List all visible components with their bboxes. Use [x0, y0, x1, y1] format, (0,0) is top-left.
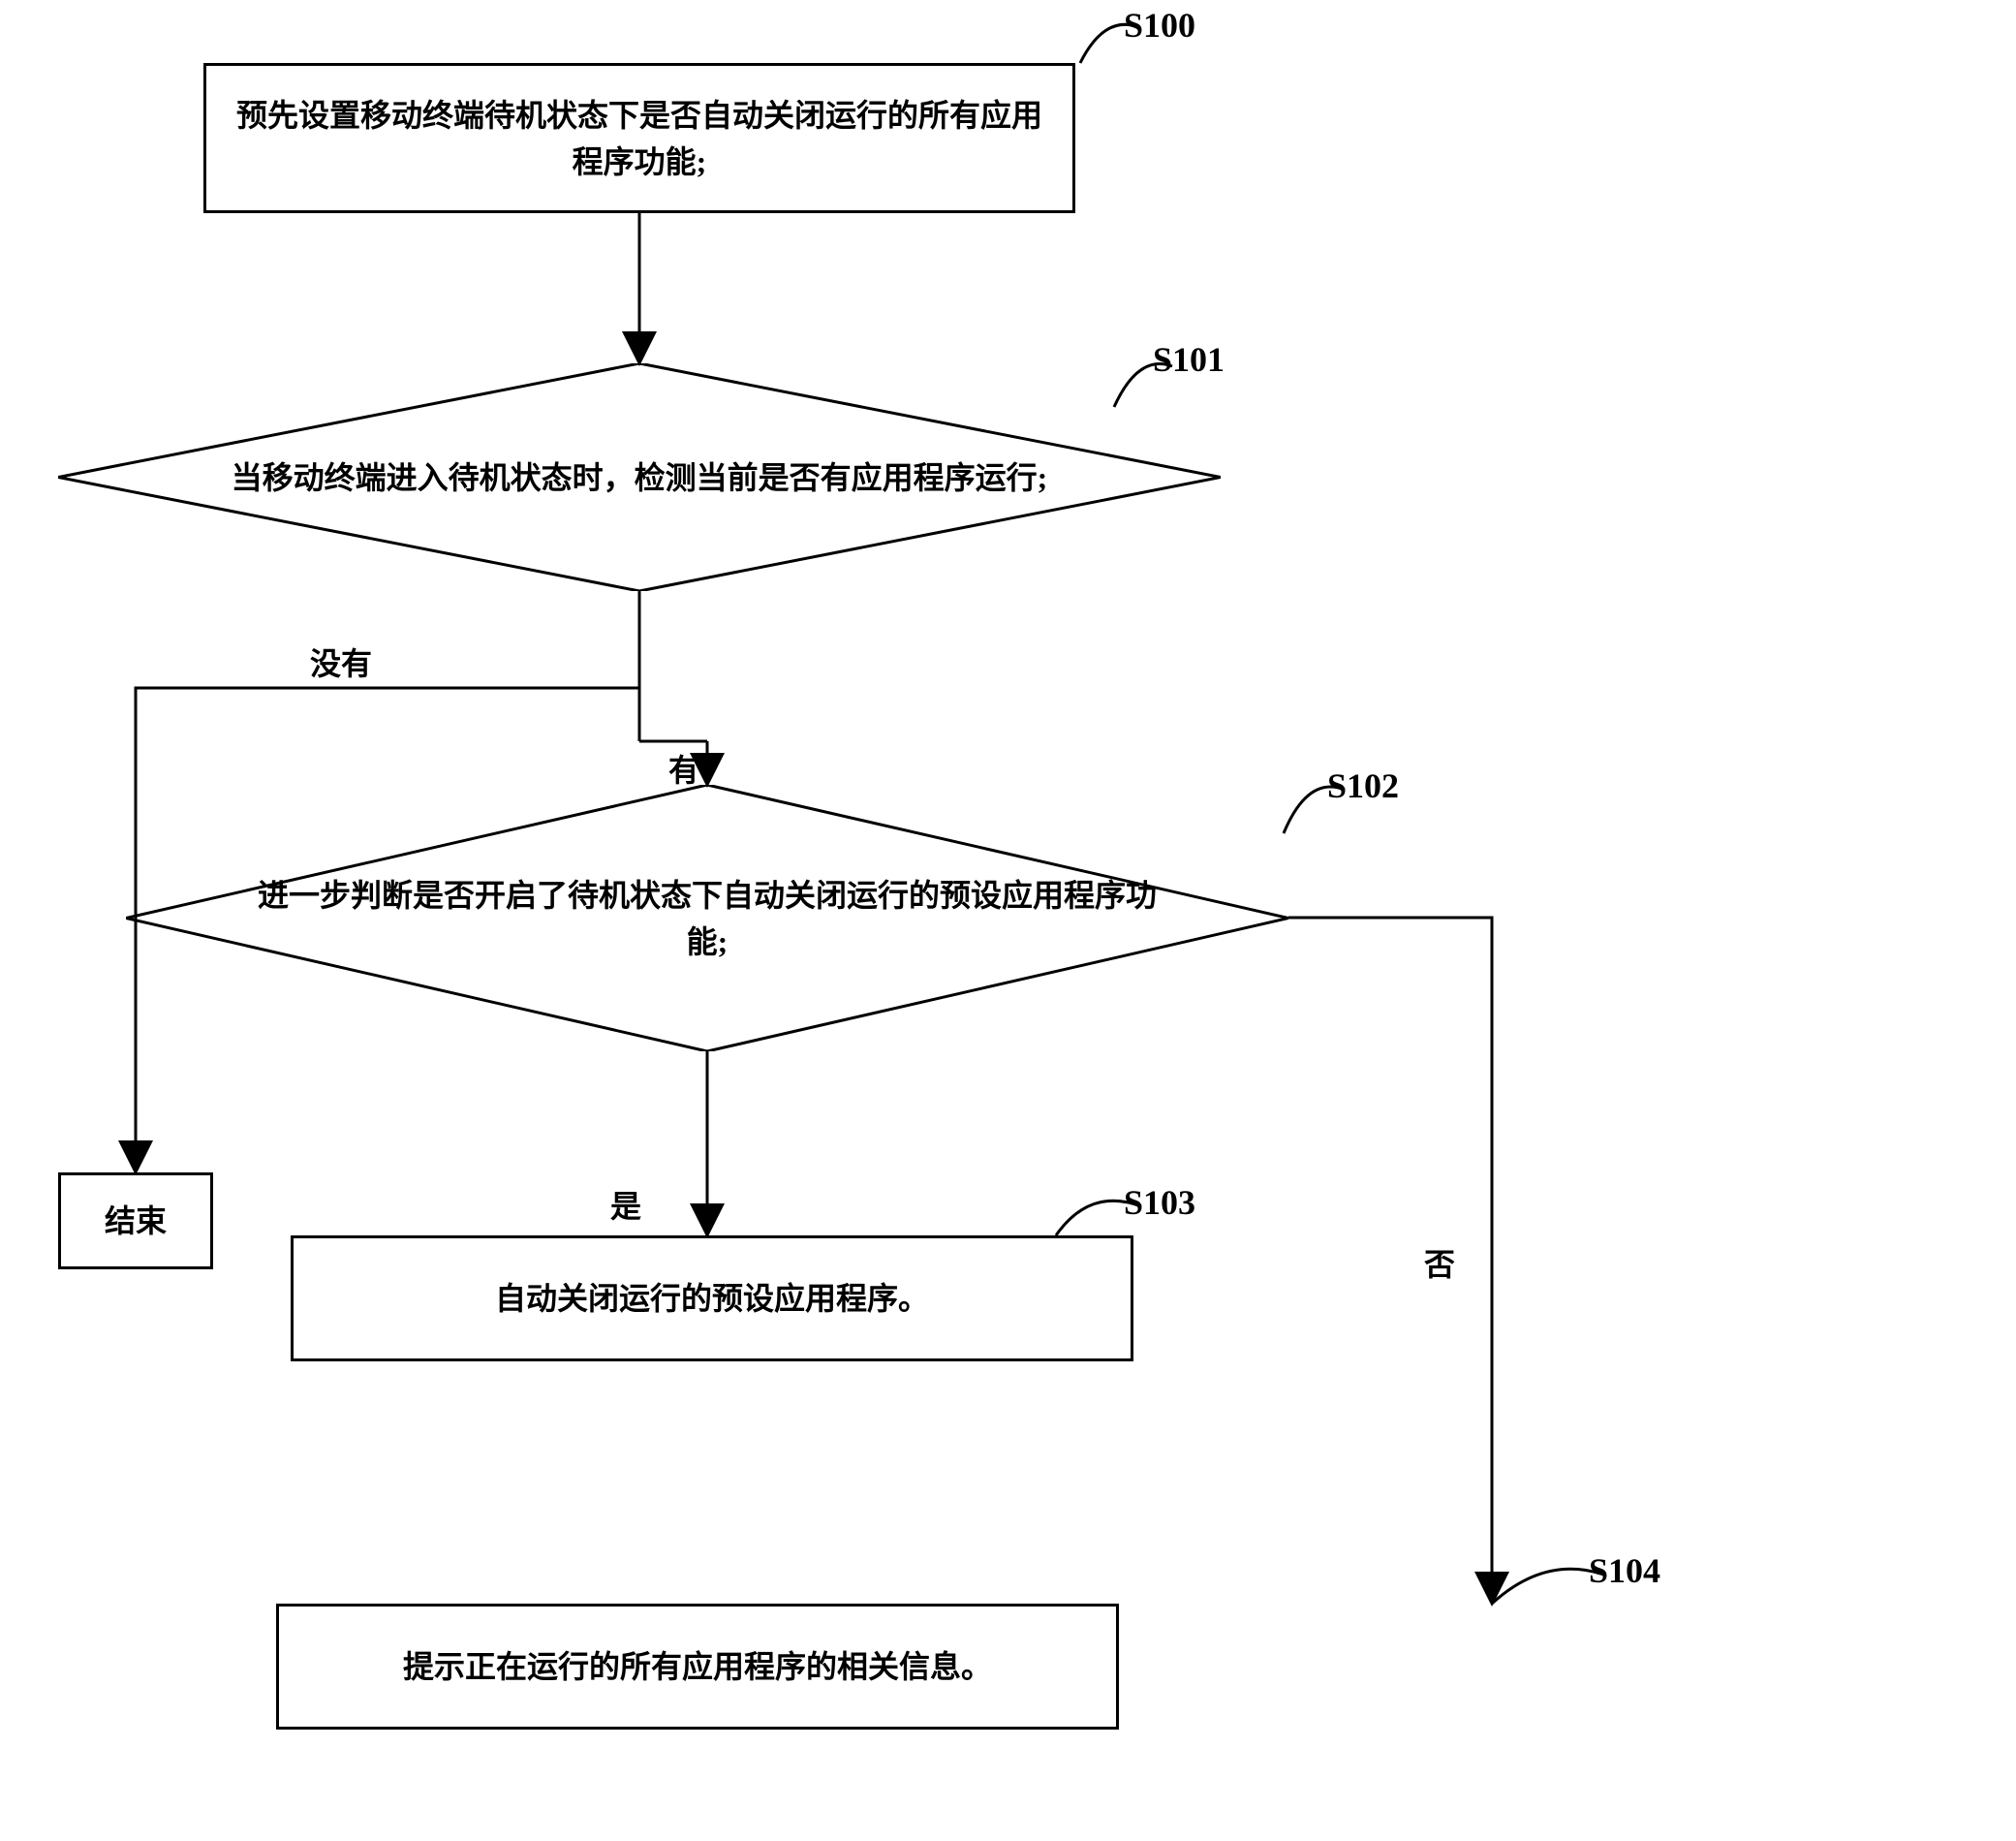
edge-label-no2: 否: [1424, 1240, 1455, 1285]
node-s100-text: 预先设置移动终端待机状态下是否自动关闭运行的所有应用程序功能;: [226, 92, 1053, 185]
node-s104-text: 提示正在运行的所有应用程序的相关信息。: [403, 1643, 992, 1690]
node-s102: 进一步判断是否开启了待机状态下自动关闭运行的预设应用程序功能;: [126, 785, 1288, 1051]
label-s101: S101: [1153, 339, 1225, 380]
label-s102: S102: [1327, 765, 1399, 806]
node-s101: 当移动终端进入待机状态时，检测当前是否有应用程序运行;: [58, 363, 1221, 591]
node-s102-text: 进一步判断是否开启了待机状态下自动关闭运行的预设应用程序功能;: [242, 872, 1172, 965]
node-end-text: 结束: [105, 1198, 167, 1244]
edge-s102-s104: [1288, 918, 1492, 1601]
edge-label-yes1: 有: [668, 746, 699, 791]
node-s100: 预先设置移动终端待机状态下是否自动关闭运行的所有应用程序功能;: [203, 63, 1075, 213]
node-s103: 自动关闭运行的预设应用程序。: [291, 1235, 1133, 1361]
label-s103: S103: [1124, 1182, 1195, 1223]
node-s101-text: 当移动终端进入待机状态时，检测当前是否有应用程序运行;: [174, 454, 1104, 501]
node-end: 结束: [58, 1172, 213, 1269]
label-s104: S104: [1589, 1550, 1660, 1591]
edge-label-no1: 没有: [310, 640, 372, 684]
label-s100: S100: [1124, 5, 1195, 46]
edge-label-yes2: 是: [610, 1182, 641, 1227]
node-s103-text: 自动关闭运行的预设应用程序。: [495, 1275, 929, 1322]
node-s104: 提示正在运行的所有应用程序的相关信息。: [276, 1604, 1119, 1730]
label-curve-s104: [1492, 1569, 1603, 1604]
